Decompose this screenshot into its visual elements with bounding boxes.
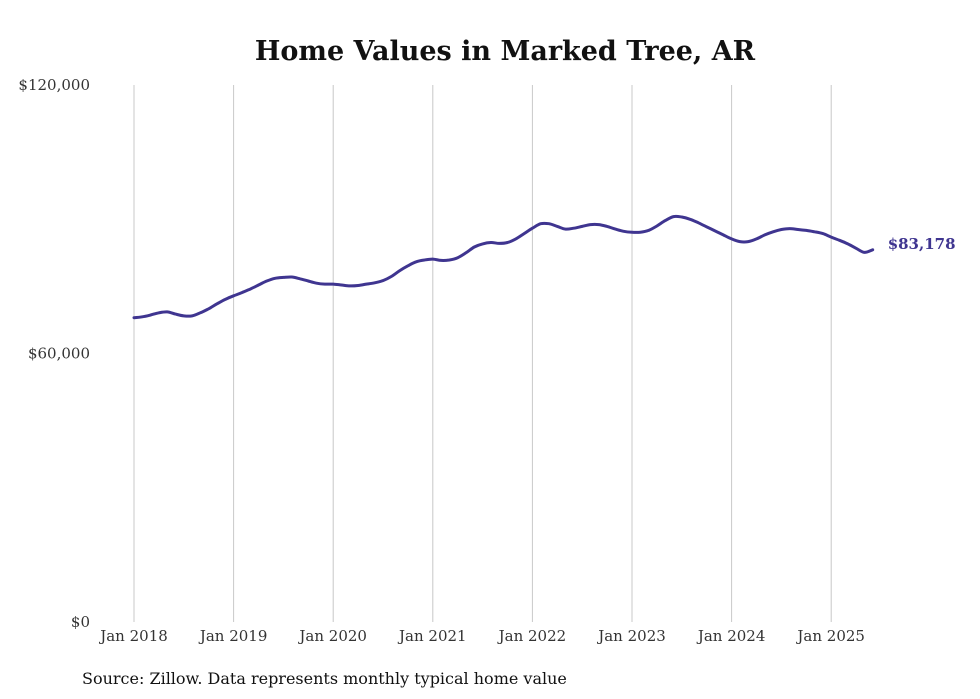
y-tick-label: $0 bbox=[71, 613, 90, 631]
home-value-series-line bbox=[132, 214, 875, 320]
x-tick-label: Jan 2020 bbox=[297, 627, 367, 645]
x-axis-tick-labels: Jan 2018 Jan 2019 Jan 2020 Jan 2021 Jan 2022… bbox=[98, 627, 865, 645]
x-tick-label: Jan 2019 bbox=[198, 627, 268, 645]
x-tick-label: Jan 2021 bbox=[397, 627, 467, 645]
last-value-label: $83,178 bbox=[888, 235, 956, 253]
x-gridlines bbox=[133, 85, 832, 622]
y-tick-label: $120,000 bbox=[18, 76, 90, 94]
source-note: Source: Zillow. Data represents monthly … bbox=[82, 669, 567, 688]
y-axis-tick-labels: $0 $60,000 $120,000 bbox=[18, 76, 90, 631]
x-tick-label: Jan 2024 bbox=[696, 627, 766, 645]
x-tick-label: Jan 2025 bbox=[795, 627, 865, 645]
x-tick-label: Jan 2023 bbox=[596, 627, 666, 645]
x-tick-label: Jan 2018 bbox=[98, 627, 168, 645]
y-tick-label: $60,000 bbox=[28, 345, 90, 363]
x-tick-label: Jan 2022 bbox=[497, 627, 567, 645]
chart-title: Home Values in Marked Tree, AR bbox=[255, 36, 756, 67]
